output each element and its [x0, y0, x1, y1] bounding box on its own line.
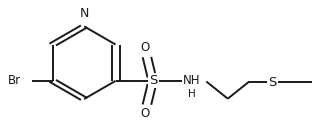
Text: H: H — [188, 89, 195, 99]
Text: N: N — [80, 7, 89, 20]
Text: NH: NH — [183, 74, 200, 87]
Text: O: O — [141, 41, 150, 54]
Text: S: S — [149, 74, 158, 87]
Text: Br: Br — [8, 74, 21, 87]
Text: S: S — [268, 76, 277, 89]
Text: O: O — [141, 107, 150, 120]
